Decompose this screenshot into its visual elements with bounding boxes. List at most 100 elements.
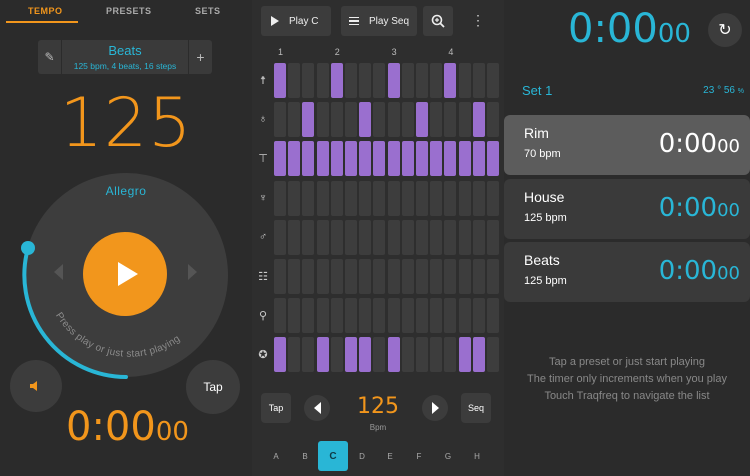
step-cell-off[interactable] bbox=[302, 259, 315, 294]
step-cell-on[interactable] bbox=[274, 141, 286, 177]
step-cell-on[interactable] bbox=[444, 141, 457, 177]
step-cell-on[interactable] bbox=[359, 141, 372, 177]
step-cell-on[interactable] bbox=[444, 63, 457, 98]
step-cell-off[interactable] bbox=[345, 180, 357, 216]
step-cell-off[interactable] bbox=[387, 180, 400, 216]
step-cell-off[interactable] bbox=[472, 63, 485, 98]
step-cell-off[interactable] bbox=[330, 102, 343, 138]
step-cell-off[interactable] bbox=[288, 337, 301, 373]
step-cell-off[interactable] bbox=[330, 219, 343, 255]
step-cell-off[interactable] bbox=[416, 219, 428, 255]
pattern-key-e[interactable]: E bbox=[387, 452, 393, 461]
snare-icon[interactable]: ♆ bbox=[258, 191, 268, 204]
step-cell-off[interactable] bbox=[416, 63, 428, 98]
plus-icon[interactable]: + bbox=[188, 40, 212, 74]
step-cell-off[interactable] bbox=[430, 102, 443, 138]
pencil-icon[interactable]: ✎ bbox=[38, 40, 62, 74]
step-cell-off[interactable] bbox=[430, 63, 443, 98]
step-cell-off[interactable] bbox=[359, 180, 372, 216]
step-cell-on[interactable] bbox=[472, 141, 485, 177]
step-cell-off[interactable] bbox=[387, 259, 400, 294]
pattern-key-c[interactable]: C bbox=[318, 441, 348, 471]
step-cell-off[interactable] bbox=[345, 219, 357, 255]
hihat-open-icon[interactable]: ☨ bbox=[260, 75, 266, 87]
preset-card[interactable]: Rim 70 bpm 0:0000 bbox=[504, 115, 750, 175]
step-cell-on[interactable] bbox=[416, 141, 428, 177]
step-cell-off[interactable] bbox=[458, 259, 471, 294]
tom-icon[interactable]: ♂ bbox=[258, 230, 268, 243]
step-cell-on[interactable] bbox=[401, 141, 414, 177]
step-cell-off[interactable] bbox=[444, 298, 457, 334]
step-cell-off[interactable] bbox=[444, 259, 457, 294]
step-cell-off[interactable] bbox=[487, 102, 499, 138]
seq-button[interactable]: Seq bbox=[461, 393, 491, 423]
step-cell-on[interactable] bbox=[387, 141, 400, 177]
floor-tom-icon[interactable]: ☷ bbox=[258, 271, 268, 283]
step-cell-off[interactable] bbox=[487, 337, 499, 373]
increase-arrow-icon[interactable] bbox=[188, 264, 197, 280]
step-cell-off[interactable] bbox=[288, 102, 301, 138]
step-cell-off[interactable] bbox=[274, 298, 286, 334]
step-cell-on[interactable] bbox=[373, 141, 386, 177]
step-cell-off[interactable] bbox=[401, 102, 414, 138]
next-button[interactable] bbox=[422, 395, 448, 421]
step-cell-on[interactable] bbox=[274, 63, 286, 98]
step-cell-on[interactable] bbox=[359, 337, 372, 373]
step-cell-off[interactable] bbox=[302, 337, 315, 373]
prev-button[interactable] bbox=[304, 395, 330, 421]
step-cell-off[interactable] bbox=[472, 219, 485, 255]
step-cell-on[interactable] bbox=[302, 141, 315, 177]
step-cell-off[interactable] bbox=[458, 180, 471, 216]
step-cell-on[interactable] bbox=[487, 141, 499, 177]
step-cell-off[interactable] bbox=[472, 180, 485, 216]
step-cell-off[interactable] bbox=[487, 259, 499, 294]
step-cell-off[interactable] bbox=[359, 298, 372, 334]
step-cell-off[interactable] bbox=[487, 219, 499, 255]
step-cell-off[interactable] bbox=[288, 180, 301, 216]
step-cell-on[interactable] bbox=[359, 102, 372, 138]
step-cell-off[interactable] bbox=[316, 63, 329, 98]
more-vert-icon[interactable]: ⋮ bbox=[471, 12, 485, 28]
decrease-arrow-icon[interactable] bbox=[54, 264, 63, 280]
tap-button[interactable]: Tap bbox=[186, 360, 240, 414]
step-cell-off[interactable] bbox=[330, 180, 343, 216]
step-cell-off[interactable] bbox=[487, 298, 499, 334]
step-cell-on[interactable] bbox=[472, 337, 485, 373]
step-cell-off[interactable] bbox=[444, 102, 457, 138]
step-cell-off[interactable] bbox=[416, 337, 428, 373]
step-cell-on[interactable] bbox=[387, 63, 400, 98]
step-cell-off[interactable] bbox=[373, 180, 386, 216]
step-cell-off[interactable] bbox=[274, 219, 286, 255]
step-cell-on[interactable] bbox=[288, 141, 301, 177]
step-cell-on[interactable] bbox=[430, 141, 443, 177]
step-cell-off[interactable] bbox=[458, 102, 471, 138]
step-cell-off[interactable] bbox=[288, 259, 301, 294]
seq-bpm[interactable]: 125 bbox=[357, 394, 399, 419]
step-cell-off[interactable] bbox=[330, 337, 343, 373]
step-cell-off[interactable] bbox=[416, 298, 428, 334]
preset-card[interactable]: House 125 bpm 0:0000 bbox=[504, 179, 750, 239]
step-cell-off[interactable] bbox=[401, 63, 414, 98]
set-name[interactable]: Set 1 bbox=[522, 83, 553, 98]
step-cell-off[interactable] bbox=[359, 219, 372, 255]
step-cell-off[interactable] bbox=[330, 259, 343, 294]
mute-button[interactable] bbox=[10, 360, 62, 412]
step-cell-off[interactable] bbox=[444, 219, 457, 255]
step-cell-off[interactable] bbox=[359, 259, 372, 294]
step-cell-off[interactable] bbox=[316, 102, 329, 138]
step-cell-off[interactable] bbox=[487, 63, 499, 98]
dial-knob[interactable] bbox=[21, 241, 35, 255]
tab-tempo[interactable]: TEMPO bbox=[28, 6, 63, 16]
step-cell-off[interactable] bbox=[487, 180, 499, 216]
step-cell-off[interactable] bbox=[387, 298, 400, 334]
step-cell-off[interactable] bbox=[345, 298, 357, 334]
bpm-display[interactable]: 125 bbox=[59, 84, 193, 163]
step-cell-off[interactable] bbox=[274, 102, 286, 138]
step-cell-off[interactable] bbox=[401, 298, 414, 334]
step-cell-off[interactable] bbox=[302, 219, 315, 255]
step-cell-on[interactable] bbox=[345, 337, 357, 373]
play-c-button[interactable]: Play C bbox=[261, 6, 331, 36]
step-cell-off[interactable] bbox=[430, 259, 443, 294]
step-cell-off[interactable] bbox=[373, 219, 386, 255]
pattern-key-a[interactable]: A bbox=[273, 452, 279, 461]
